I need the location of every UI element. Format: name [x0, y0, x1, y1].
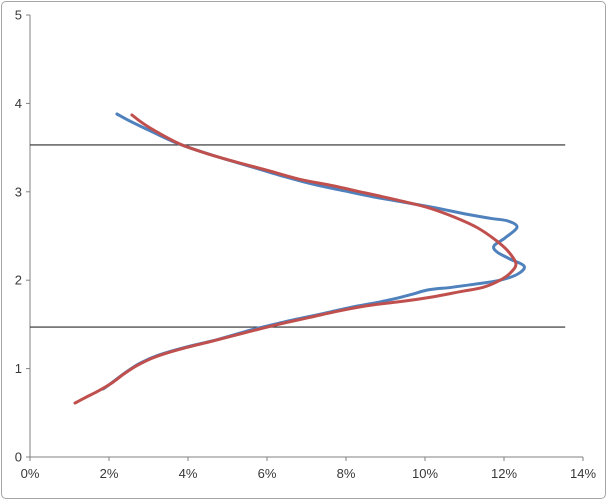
x-tick-label: 10% [412, 466, 438, 481]
x-tick-label: 12% [491, 466, 517, 481]
x-tick-label: 6% [258, 466, 277, 481]
x-tick-label: 0% [21, 466, 40, 481]
x-tick-label: 14% [570, 466, 596, 481]
x-tick-label: 2% [100, 466, 119, 481]
red-series-curve [73, 113, 518, 405]
y-tick-label: 1 [15, 361, 22, 376]
y-tick-label: 2 [15, 273, 22, 288]
x-tick-label: 8% [337, 466, 356, 481]
y-tick-label: 0 [15, 450, 22, 465]
x-tick-label: 4% [179, 466, 198, 481]
y-tick-label: 5 [15, 8, 22, 23]
blue-series-curve [101, 112, 526, 391]
y-tick-label: 4 [15, 96, 22, 111]
y-tick-label: 3 [15, 184, 22, 199]
